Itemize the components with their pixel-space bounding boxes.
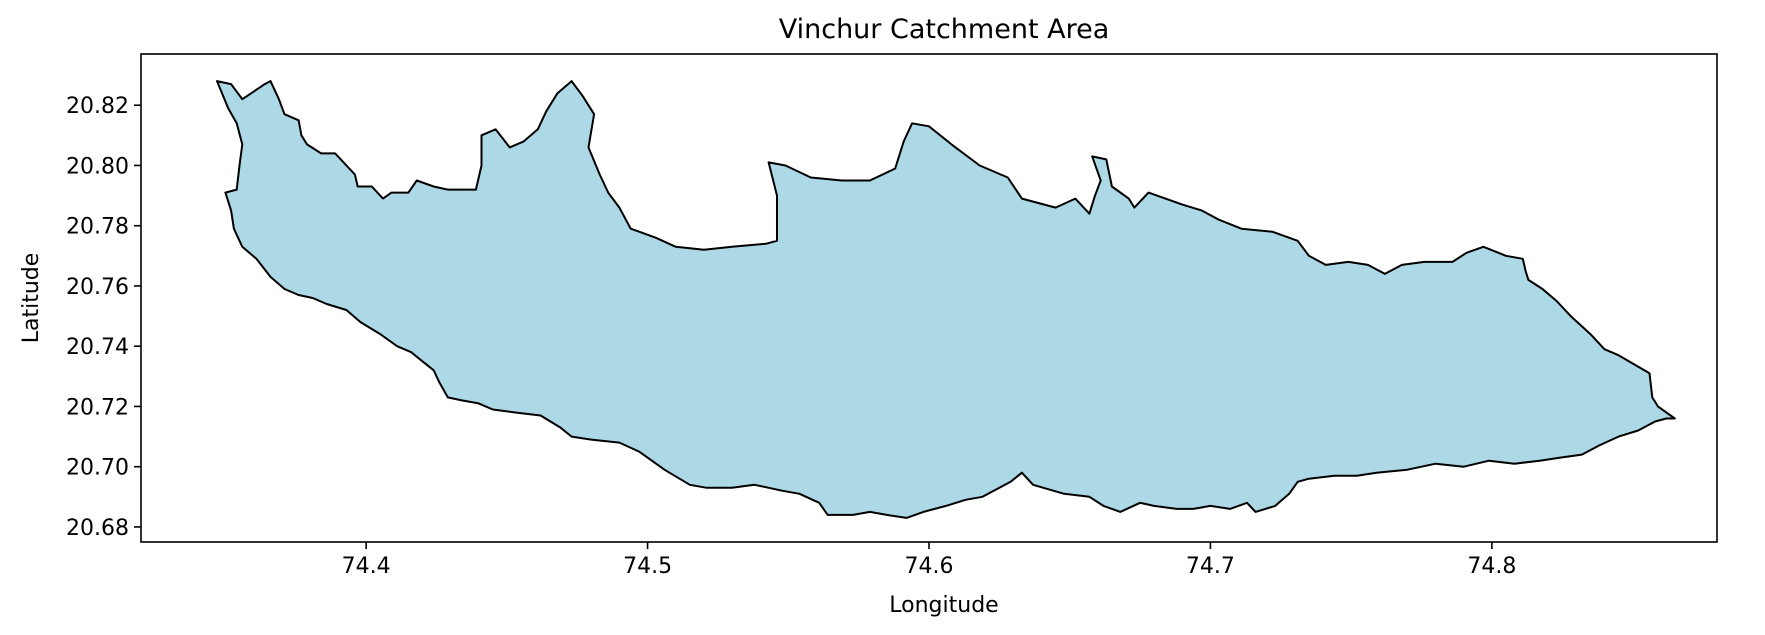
chart-title: Vinchur Catchment Area	[779, 14, 1110, 45]
y-tick-label: 20.68	[66, 516, 129, 541]
y-tick-label: 20.70	[66, 456, 129, 481]
y-tick-label: 20.80	[66, 154, 129, 179]
y-tick-label: 20.76	[66, 275, 129, 300]
x-axis-label: Longitude	[889, 593, 998, 618]
y-tick-label: 20.72	[66, 395, 129, 420]
x-tick-label: 74.8	[1467, 554, 1516, 579]
x-tick-label: 74.4	[342, 554, 391, 579]
x-axis-ticks: 74.4 74.5 74.6 74.7 74.8	[342, 542, 1516, 579]
catchment-polygon	[216, 80, 1676, 519]
x-tick-label: 74.5	[623, 554, 672, 579]
plot-area	[216, 80, 1676, 519]
y-tick-label: 20.82	[66, 94, 129, 119]
y-axis-ticks: 20.68 20.70 20.72 20.74 20.76 20.78 20.80 20.82	[66, 94, 141, 541]
y-tick-label: 20.74	[66, 335, 129, 360]
x-tick-label: 74.6	[905, 554, 954, 579]
x-tick-label: 74.7	[1186, 554, 1235, 579]
y-tick-label: 20.78	[66, 215, 129, 240]
y-axis-label: Latitude	[19, 253, 44, 344]
